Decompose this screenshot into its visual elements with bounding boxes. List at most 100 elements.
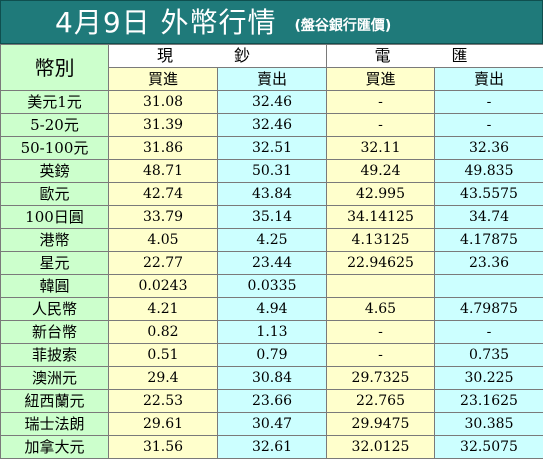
tt-sell-cell: 23.36 bbox=[435, 252, 543, 275]
tt-buy-header: 買進 bbox=[327, 68, 435, 91]
tt-sell-header: 賣出 bbox=[435, 68, 543, 91]
currency-cell: 港幣 bbox=[1, 229, 109, 252]
tt-sell-cell: 30.225 bbox=[435, 367, 543, 390]
tt-sell-cell: - bbox=[435, 321, 543, 344]
cash-sell-cell: 43.84 bbox=[218, 183, 327, 206]
cash-sell-cell: 1.13 bbox=[218, 321, 327, 344]
currency-cell: 5-20元 bbox=[1, 114, 109, 137]
exchange-rate-board: 4月9日 外幣行情 (盤谷銀行匯價) 幣別 現 鈔 電 匯 買進 賣出 買進 賣… bbox=[0, 0, 543, 444]
tt-sell-cell bbox=[435, 275, 543, 298]
tt-buy-cell: 4.65 bbox=[327, 298, 435, 321]
tt-sell-cell: 43.5575 bbox=[435, 183, 543, 206]
currency-header: 幣別 bbox=[1, 45, 109, 91]
tt-buy-cell: 34.14125 bbox=[327, 206, 435, 229]
currency-cell: 韓圓 bbox=[1, 275, 109, 298]
cash-buy-cell: 0.51 bbox=[109, 344, 218, 367]
cash-sell-cell: 4.94 bbox=[218, 298, 327, 321]
currency-cell: 加拿大元 bbox=[1, 436, 109, 459]
tt-buy-cell: - bbox=[327, 114, 435, 137]
currency-cell: 瑞士法朗 bbox=[1, 413, 109, 436]
cash-buy-cell: 31.39 bbox=[109, 114, 218, 137]
currency-cell: 美元1元 bbox=[1, 91, 109, 114]
tt-buy-cell: 22.94625 bbox=[327, 252, 435, 275]
cash-sell-cell: 32.46 bbox=[218, 114, 327, 137]
tt-buy-cell: 32.11 bbox=[327, 137, 435, 160]
cash-buy-cell: 29.61 bbox=[109, 413, 218, 436]
tt-sell-cell: - bbox=[435, 114, 543, 137]
cash-sell-header: 賣出 bbox=[218, 68, 327, 91]
cash-buy-cell: 22.77 bbox=[109, 252, 218, 275]
tt-sell-cell: 4.17875 bbox=[435, 229, 543, 252]
tt-sell-cell: 49.835 bbox=[435, 160, 543, 183]
cash-sell-cell: 35.14 bbox=[218, 206, 327, 229]
cash-sell-cell: 50.31 bbox=[218, 160, 327, 183]
tt-sell-cell: 4.79875 bbox=[435, 298, 543, 321]
tt-buy-cell: 32.0125 bbox=[327, 436, 435, 459]
tt-buy-cell: - bbox=[327, 321, 435, 344]
tt-sell-cell: 0.735 bbox=[435, 344, 543, 367]
cash-buy-cell: 0.82 bbox=[109, 321, 218, 344]
cash-buy-cell: 4.05 bbox=[109, 229, 218, 252]
cash-buy-cell: 31.86 bbox=[109, 137, 218, 160]
tt-sell-cell: 32.5075 bbox=[435, 436, 543, 459]
tt-buy-cell: 4.13125 bbox=[327, 229, 435, 252]
currency-cell: 新台幣 bbox=[1, 321, 109, 344]
title-bar: 4月9日 外幣行情 (盤谷銀行匯價) bbox=[0, 0, 543, 44]
cash-buy-cell: 48.71 bbox=[109, 160, 218, 183]
cash-sell-cell: 23.66 bbox=[218, 390, 327, 413]
cash-group-header: 現 鈔 bbox=[109, 45, 327, 68]
tt-buy-cell: - bbox=[327, 91, 435, 114]
cash-sell-cell: 23.44 bbox=[218, 252, 327, 275]
cash-buy-cell: 31.08 bbox=[109, 91, 218, 114]
currency-cell: 紐西蘭元 bbox=[1, 390, 109, 413]
tt-buy-cell: 29.7325 bbox=[327, 367, 435, 390]
currency-cell: 菲披索 bbox=[1, 344, 109, 367]
tt-sell-cell: 32.36 bbox=[435, 137, 543, 160]
tt-sell-cell: 23.1625 bbox=[435, 390, 543, 413]
currency-cell: 星元 bbox=[1, 252, 109, 275]
rate-source: (盤谷銀行匯價) bbox=[295, 15, 392, 35]
cash-buy-cell: 4.21 bbox=[109, 298, 218, 321]
tt-buy-cell: 49.24 bbox=[327, 160, 435, 183]
cash-buy-cell: 33.79 bbox=[109, 206, 218, 229]
currency-cell: 英鎊 bbox=[1, 160, 109, 183]
tt-sell-cell: 30.385 bbox=[435, 413, 543, 436]
tt-buy-cell: 22.765 bbox=[327, 390, 435, 413]
cash-buy-cell: 22.53 bbox=[109, 390, 218, 413]
cash-sell-cell: 0.0335 bbox=[218, 275, 327, 298]
currency-cell: 澳洲元 bbox=[1, 367, 109, 390]
currency-cell: 歐元 bbox=[1, 183, 109, 206]
currency-cell: 50-100元 bbox=[1, 137, 109, 160]
cash-sell-cell: 32.51 bbox=[218, 137, 327, 160]
telegraphic-group-header: 電 匯 bbox=[327, 45, 543, 68]
cash-buy-header: 買進 bbox=[109, 68, 218, 91]
currency-cell: 人民幣 bbox=[1, 298, 109, 321]
cash-sell-cell: 32.61 bbox=[218, 436, 327, 459]
tt-sell-cell: 34.74 bbox=[435, 206, 543, 229]
cash-buy-cell: 31.56 bbox=[109, 436, 218, 459]
tt-buy-cell: 42.995 bbox=[327, 183, 435, 206]
cash-sell-cell: 30.84 bbox=[218, 367, 327, 390]
page-title: 4月9日 外幣行情 bbox=[55, 3, 277, 43]
currency-cell: 100日圓 bbox=[1, 206, 109, 229]
cash-sell-cell: 4.25 bbox=[218, 229, 327, 252]
cash-sell-cell: 0.79 bbox=[218, 344, 327, 367]
